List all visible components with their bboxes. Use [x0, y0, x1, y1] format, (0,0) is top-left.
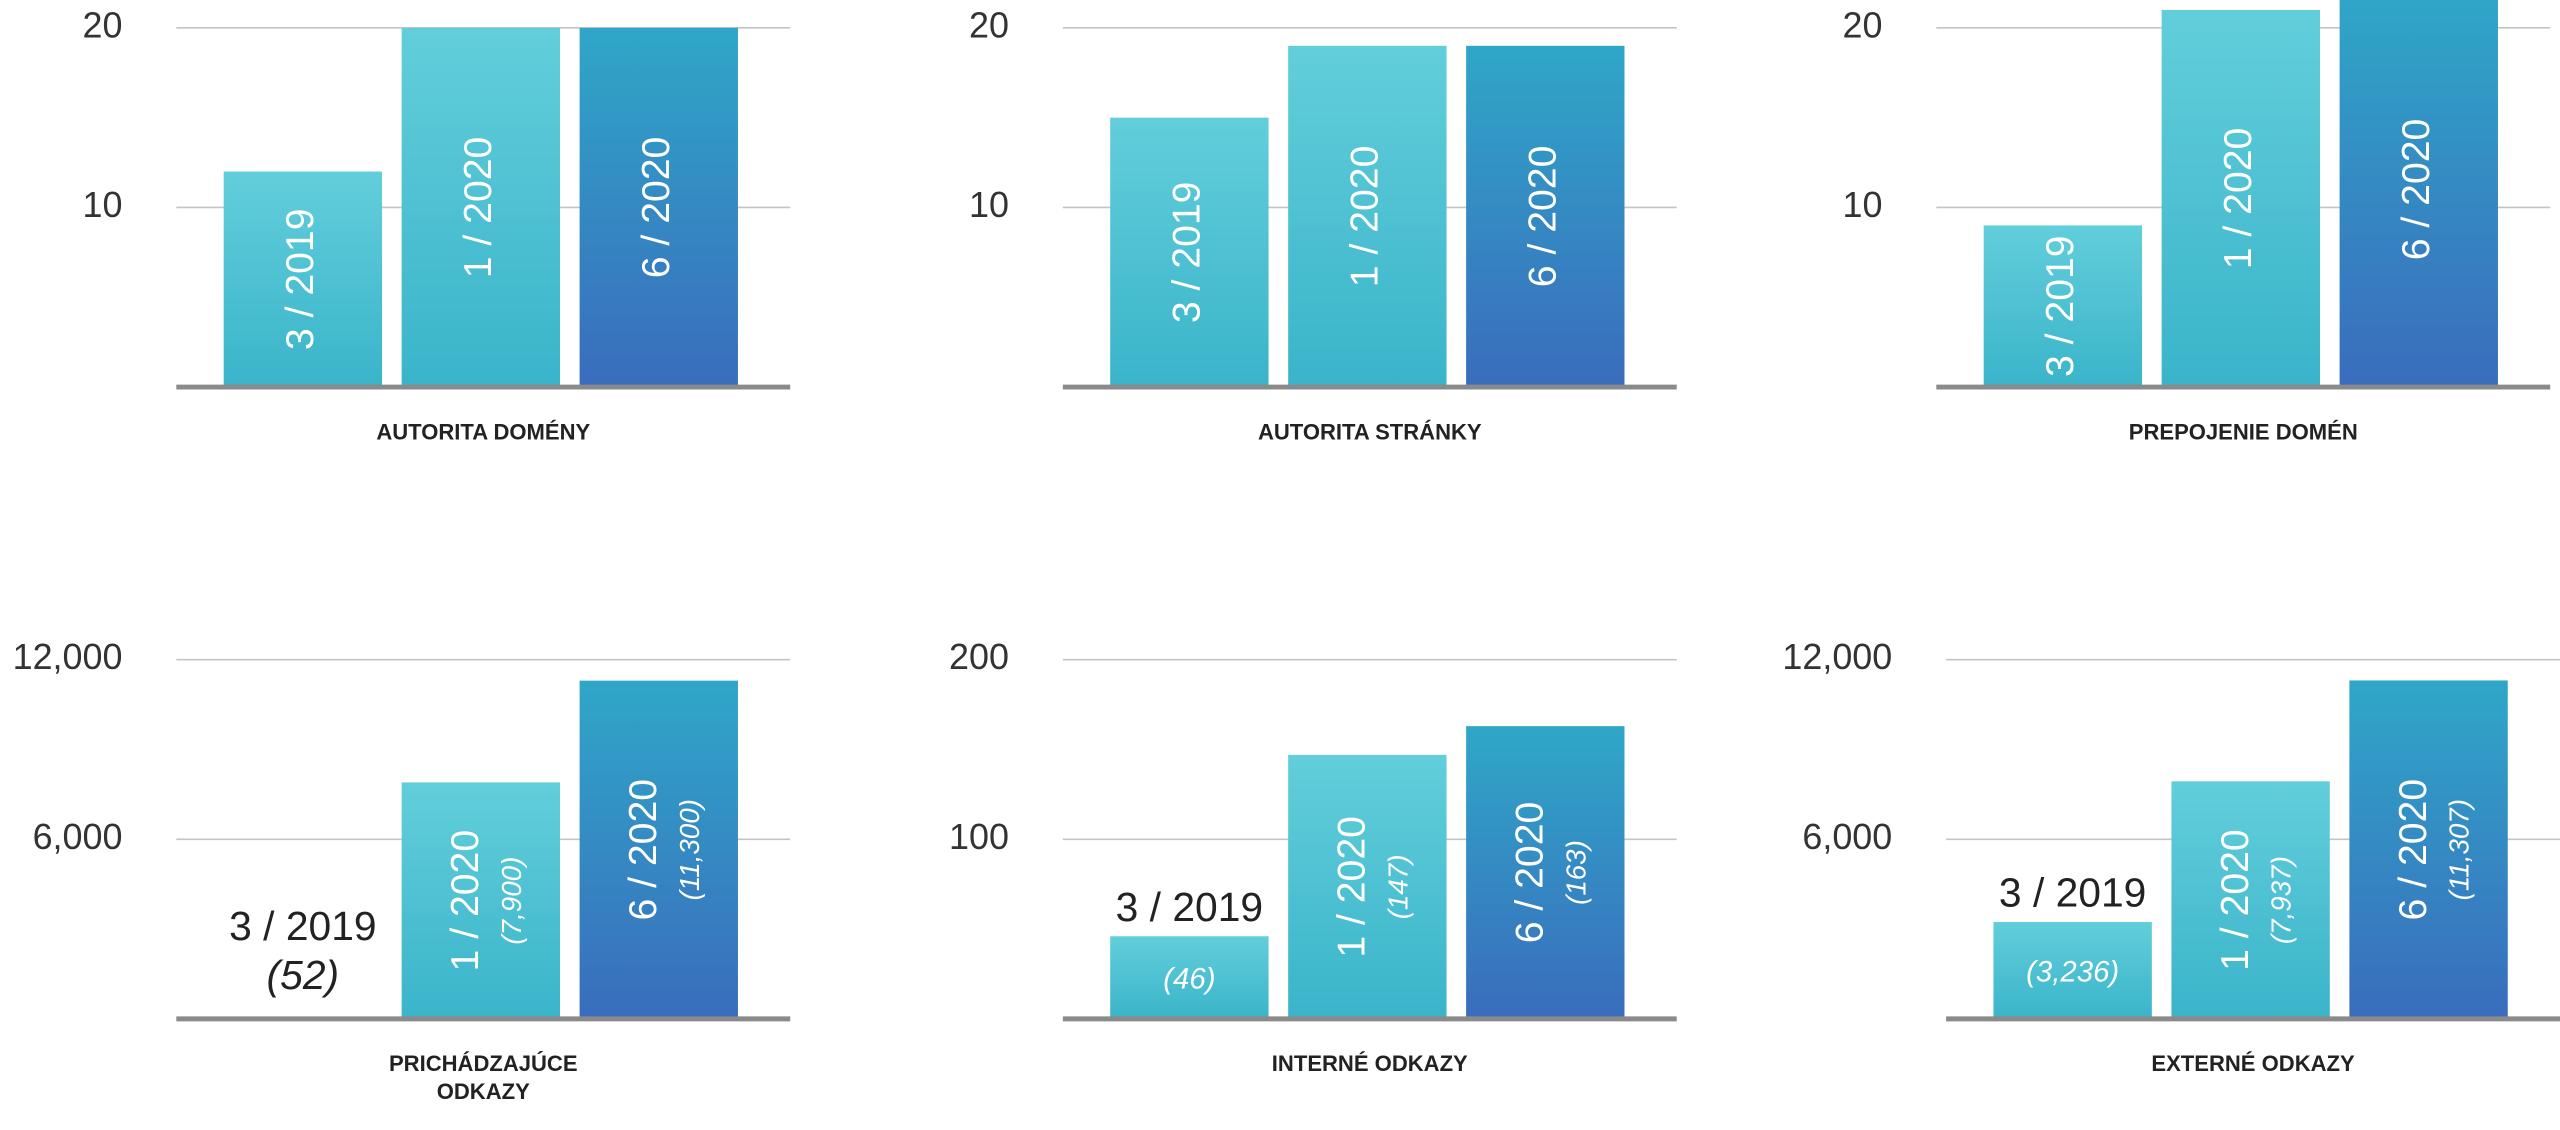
bar-label: 6 / 2020: [2392, 779, 2435, 921]
bar-label: 6 / 2020: [1509, 802, 1552, 944]
bar-label: 1 / 2020: [444, 830, 487, 972]
value-label: (11,300): [674, 799, 705, 900]
chart-title-box: AUTORITA DOMÉNY: [376, 419, 591, 445]
bar-label: 1 / 2020: [457, 137, 500, 279]
bar-label: 1 / 2020: [1331, 816, 1374, 958]
y-tick-label: 20: [969, 4, 1009, 45]
bar-label: 6 / 2020: [2395, 119, 2438, 261]
bar: [1288, 754, 1447, 1019]
chart-title-box: INTERNÉ ODKAZY: [1271, 1051, 1468, 1077]
y-tick-label: 100: [949, 816, 1009, 857]
bar: [1983, 225, 2143, 388]
bar-label: 3 / 2019: [2039, 235, 2082, 377]
bar-label: 3 / 2019: [1166, 182, 1209, 324]
value-label: (7,900): [496, 857, 527, 945]
y-tick-label: 20: [82, 4, 122, 45]
bar: [2171, 781, 2330, 1019]
y-tick-label: 6,000: [1802, 816, 1892, 857]
value-label: (3,236): [2026, 955, 2119, 988]
chart-title: PRICHÁDZAJÚCE ODKAZY: [388, 1051, 578, 1104]
bar: [223, 171, 383, 388]
chart-title: PREPOJENIE DOMÉN: [2128, 419, 2358, 445]
y-tick-label: 10: [1842, 184, 1882, 225]
y-tick-label: 200: [949, 636, 1009, 677]
y-tick-label: 10: [969, 184, 1009, 225]
value-label: (11,307): [2444, 799, 2475, 900]
bar-label: 3 / 2019: [229, 903, 376, 949]
value-label: (147): [1382, 854, 1413, 919]
bar: [1466, 726, 1625, 1019]
y-tick-label: 12,000: [13, 636, 123, 677]
value-label: (46): [1163, 963, 1215, 996]
bar: [579, 680, 738, 1019]
chart-title: EXTERNÉ ODKAZY: [2151, 1051, 2355, 1077]
chart-title-box: PRICHÁDZAJÚCE ODKAZY: [388, 1051, 578, 1104]
bar: [1110, 117, 1269, 388]
bar-label: 1 / 2020: [2217, 128, 2260, 270]
chart-title-box: PREPOJENIE DOMÉN: [2128, 419, 2358, 445]
bar-label: 3 / 2019: [1999, 870, 2146, 916]
value-label: (7,937): [2266, 856, 2297, 944]
bar: [2339, 0, 2498, 388]
bar-label: 1 / 2020: [2214, 829, 2257, 971]
chart-title: AUTORITA STRÁNKY: [1257, 419, 1482, 445]
bar-label: 1 / 2020: [1344, 146, 1387, 288]
bar-label: 6 / 2020: [1522, 146, 1565, 288]
bar-label: 3 / 2019: [279, 208, 322, 350]
chart-title-box: EXTERNÉ ODKAZY: [2151, 1051, 2355, 1077]
bar: [401, 782, 560, 1019]
bar: [1288, 45, 1447, 388]
bar: [1110, 936, 1269, 1019]
chart-title: AUTORITA DOMÉNY: [376, 419, 591, 445]
bar-label: 6 / 2020: [635, 137, 678, 279]
y-tick-label: 20: [1842, 4, 1882, 45]
y-tick-label: 6,000: [33, 816, 123, 857]
chart-title-box: AUTORITA STRÁNKY: [1257, 419, 1482, 445]
bar: [2349, 680, 2508, 1019]
bar: [2161, 9, 2320, 388]
bar: [1466, 45, 1625, 388]
bar: [579, 27, 738, 388]
bar-label: 6 / 2020: [622, 779, 665, 921]
value-label: (163): [1560, 840, 1591, 905]
value-label: (52): [267, 952, 340, 998]
y-tick-label: 10: [82, 184, 122, 225]
bar: [1993, 922, 2152, 1019]
y-tick-label: 12,000: [1782, 636, 1892, 677]
bar: [401, 27, 560, 388]
bar-label: 3 / 2019: [1116, 884, 1263, 930]
chart-title: INTERNÉ ODKAZY: [1271, 1051, 1468, 1077]
